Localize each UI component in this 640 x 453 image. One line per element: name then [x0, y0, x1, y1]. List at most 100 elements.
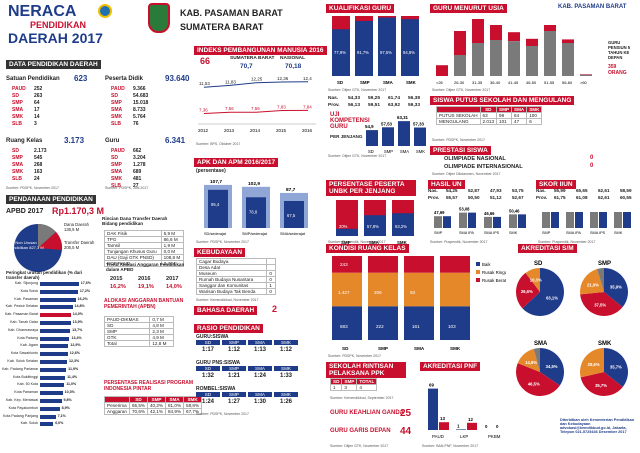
x-tick-label: <26	[436, 80, 444, 85]
ukg-bar	[398, 121, 410, 146]
pie-slice	[580, 348, 604, 378]
pnf-belum-value: 0	[496, 424, 499, 429]
pie-slice	[580, 372, 623, 396]
data-label: 7,56	[251, 106, 260, 111]
score-nas-value: 65,65	[576, 188, 588, 193]
x-tick-label: SMK	[406, 80, 417, 85]
district-bar	[40, 328, 71, 333]
table-cell: 2.013	[479, 118, 498, 125]
rasio-head: SMA	[248, 340, 272, 345]
data-source-2: Sumber: PDSPK, Juni 2017	[105, 186, 149, 190]
district-bar	[40, 406, 60, 411]
ukg-value: 63,31	[397, 115, 409, 120]
x-tick-label: SMP	[341, 240, 351, 245]
district-value: 8,9%	[61, 405, 70, 410]
usia-pns-bar	[580, 74, 592, 76]
district-value: 13,7%	[72, 327, 83, 332]
iiun-chart: SMP SMA IPA SMA IPS SMK	[542, 212, 631, 235]
satuan-total: 623	[74, 74, 88, 83]
list-item-label: SMK	[12, 114, 24, 120]
prestasi-v1: 0	[590, 155, 594, 161]
legend-label: Rusak Berat	[482, 278, 506, 283]
usia-bukan-bar	[436, 65, 448, 76]
keahlian-title: GURU KEAHLIAN GANDA	[330, 410, 404, 416]
usia-bukan-bar	[580, 74, 592, 75]
list-item-value: 27	[133, 183, 139, 189]
data-label: 12,36	[277, 76, 289, 81]
list-item-label: SMK	[111, 176, 123, 182]
table-cell: 12,8 M	[149, 340, 174, 347]
usia-bukan-bar	[526, 38, 538, 46]
table-cell: 1	[329, 384, 343, 391]
score-nas-value: 47,93	[490, 188, 502, 193]
kualifikasi-source: Sumber: Ditjen GTK, November 2017	[328, 88, 387, 92]
ukg-source: Sumber: Ditjen GTK, November 2017	[328, 154, 387, 158]
list-item: SLB 76	[111, 121, 181, 127]
district-bar	[40, 352, 68, 357]
ipm-v2: 70,18	[285, 63, 302, 70]
district-label: Kab. Pesisir Selatan	[5, 304, 38, 309]
series-harapan-line	[203, 81, 309, 88]
ukg-value: 54,9	[365, 124, 374, 129]
x-tick-label: 2013	[224, 128, 235, 133]
district-label: Kab. Pasaman	[14, 296, 38, 301]
pie-slice	[525, 268, 540, 292]
legend-label: Rusak Ringan	[482, 270, 506, 275]
pnf-belum-value: 12	[468, 417, 473, 422]
district-value: 12,3%	[69, 359, 80, 363]
data-label: 12,4	[303, 76, 312, 81]
unbk-value: 57,8%	[367, 224, 379, 229]
ukg-bar	[382, 127, 394, 146]
score-prov-value: 60,55	[620, 195, 632, 200]
kondisi-rusak-berat-bar	[440, 256, 470, 273]
pie-value: 35,9%	[610, 284, 622, 289]
apk-title: APK DAN APM 2016/2017	[194, 158, 279, 167]
table-cell: 6	[526, 118, 543, 125]
list-item-value: 689	[133, 169, 142, 175]
rasio-g1: GURU:SISWA	[196, 334, 229, 340]
title-2: PENDIDIKAN	[30, 20, 87, 30]
title-1: NERACA	[8, 3, 77, 20]
iiun-2016-bar	[614, 212, 622, 228]
ukg-subtitle: PER JENJANG	[330, 134, 363, 139]
table-row: BOP PAUD 3,4 M	[104, 260, 185, 267]
list-item-value: 64	[34, 100, 40, 106]
district-label: Kab. Agam	[20, 343, 38, 348]
score-nas-value: 58,59	[620, 188, 632, 193]
guru-panel: Guru 6.341 PAUD 662 SD 3.204 SMP 1.278 SMA 689 S…	[105, 134, 200, 192]
district-label: Kota Solok	[20, 288, 38, 293]
kondisi-rusak-ringan-bar	[440, 272, 470, 307]
usia-pns-bar	[562, 43, 574, 76]
pie-value: 26,6%	[521, 289, 533, 294]
table-cell: 84,9%	[164, 408, 185, 415]
ukg-row-label: Prov.	[328, 103, 340, 108]
district-value: 11,0%	[66, 382, 77, 387]
x-tick-label: PKBM	[488, 434, 501, 439]
pie-title: SMK	[598, 341, 612, 347]
usia-pns-bar	[508, 41, 520, 76]
district-value: 10,3%	[64, 390, 75, 395]
table-cell: Penerima	[104, 402, 130, 409]
hasil-source: Sumber: Puspendik, November 2017	[430, 240, 488, 244]
garis-depan-source: Sumber: Ditjen GTK, November 2017	[330, 444, 389, 448]
legend-swatch	[476, 278, 480, 282]
usia-source: Sumber: Ditjen GTK, November 2017	[432, 88, 491, 92]
iiun-2017-bar	[623, 212, 631, 228]
ipm-source: Sumber: BPS, Oktober 2017	[196, 142, 241, 146]
rasio-head: SD	[196, 392, 220, 397]
rasio-head: SMP	[222, 392, 246, 397]
pie-slice	[522, 268, 564, 316]
district-label: Kab. Solok Selatan	[7, 359, 38, 363]
prestasi-r2: OLIMPIADE INTERNASIONAL	[444, 164, 523, 170]
x-tick-label: SMK	[416, 149, 425, 154]
pie-value: 10,3%	[530, 277, 542, 282]
score-prov-value: 55,57	[446, 195, 458, 200]
apk-subtitle: (persentase)	[196, 168, 226, 174]
district-bar	[40, 360, 68, 364]
table-cell: 47	[511, 118, 528, 125]
kondisi-chart: 243 1.427 683 SD 206 222 SMP 93 161 SMA 103 SMK Baik…	[332, 256, 506, 351]
pie-slice	[580, 269, 604, 295]
rasio-g2: GURU PNS:SISWA	[196, 360, 241, 366]
pie-value: 21,9%	[587, 283, 599, 288]
list-item-label: PAUD	[12, 86, 26, 92]
